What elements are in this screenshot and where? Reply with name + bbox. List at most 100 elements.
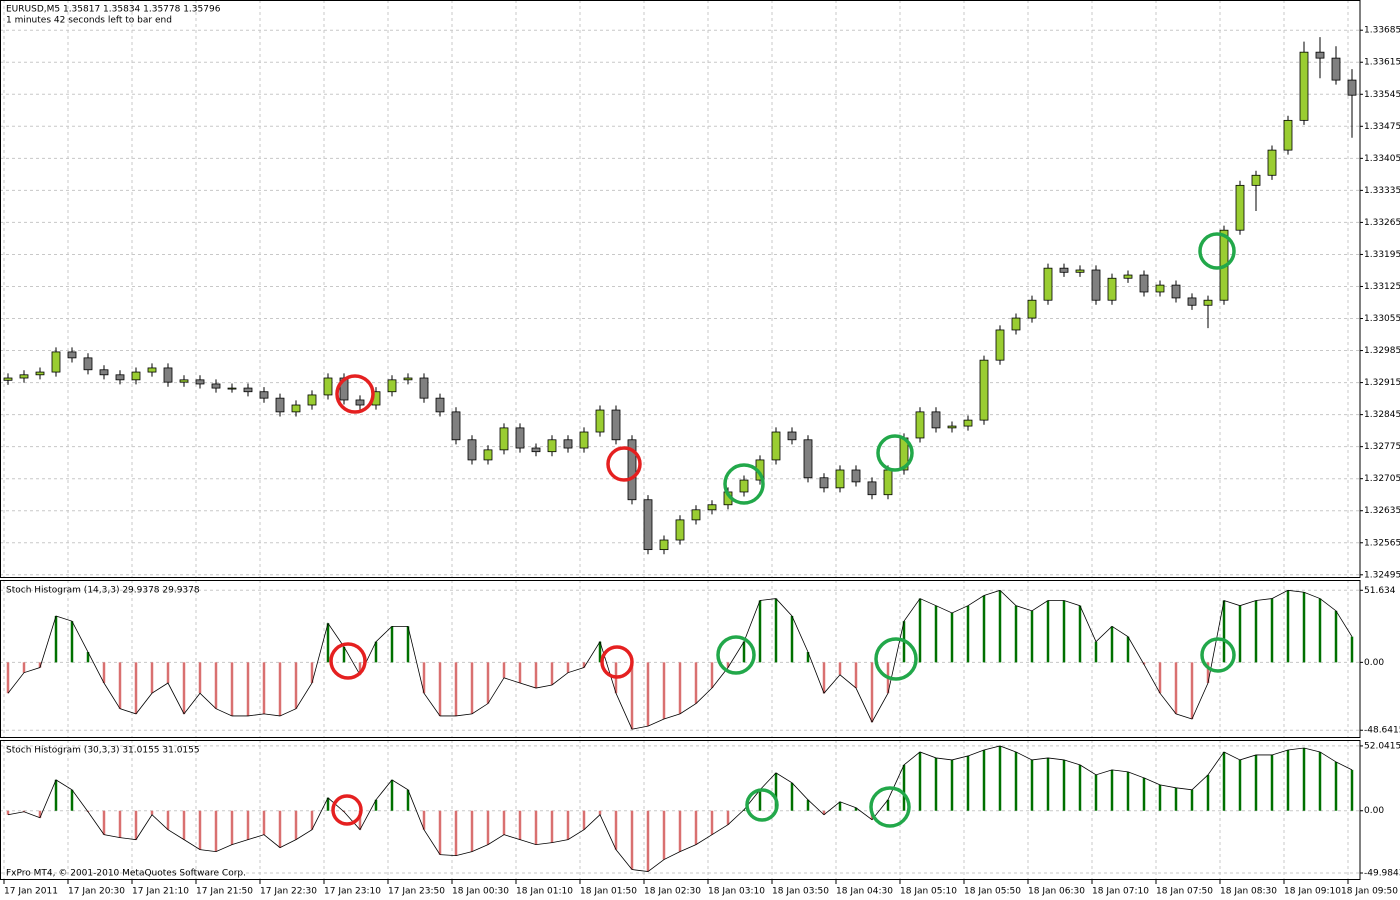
y-tick-label: 0.00: [1364, 806, 1384, 816]
y-tick-label: 1.32775: [1364, 442, 1400, 452]
candle-body: [1299, 51, 1309, 121]
candle-body: [659, 539, 669, 551]
red-circle: [329, 642, 367, 680]
candle-body: [835, 469, 845, 489]
green-circle: [1200, 637, 1236, 673]
x-tick-label: 17 Jan 23:10: [324, 887, 381, 897]
annotation-circles: [329, 232, 1236, 828]
y-tick-label: 1.33335: [1364, 186, 1400, 196]
green-circle: [723, 463, 765, 505]
x-tick-label: 18 Jan 09:10: [1284, 887, 1341, 897]
green-circle: [869, 786, 911, 828]
candle-body: [163, 367, 173, 383]
green-circle: [874, 637, 918, 681]
y-tick-label: 1.33265: [1364, 218, 1400, 228]
green-circle: [1198, 232, 1236, 270]
candle-body: [99, 369, 109, 376]
candle-body: [963, 419, 973, 427]
red-circle: [606, 446, 642, 482]
y-tick-label: 52.0415: [1364, 741, 1400, 751]
candle-body: [771, 431, 781, 461]
candle-body: [179, 379, 189, 383]
candle-body: [499, 427, 509, 451]
candle-body: [195, 379, 205, 385]
y-tick-label: 1.32845: [1364, 410, 1400, 420]
candle-body: [643, 499, 653, 551]
red-circle: [335, 374, 375, 414]
candle-body: [611, 409, 621, 441]
panel-border: [0, 740, 1361, 880]
candle-body: [787, 431, 797, 441]
y-tick-label: 1.33195: [1364, 250, 1400, 260]
candle-body: [739, 479, 749, 493]
panel-border: [0, 580, 1361, 738]
y-tick-label: 1.32705: [1364, 474, 1400, 484]
x-tick-label: 18 Jan 01:50: [580, 887, 637, 897]
x-tick-label: 18 Jan 05:10: [900, 887, 957, 897]
x-tick-label: 17 Jan 23:50: [388, 887, 445, 897]
indicator-title: Stoch Histogram (14,3,3) 29.9378 29.9378: [6, 586, 200, 596]
y-tick-label: 1.32565: [1364, 538, 1400, 548]
x-tick-label: 18 Jan 09:50: [1341, 887, 1398, 897]
x-tick-label: 17 Jan 21:10: [132, 887, 189, 897]
candle-body: [3, 377, 13, 381]
x-tick-label: 18 Jan 08:30: [1220, 887, 1277, 897]
red-circle: [331, 794, 363, 826]
candle-body: [307, 394, 317, 406]
candle-body: [1331, 57, 1341, 81]
candle-body: [227, 387, 237, 390]
candle-body: [291, 404, 301, 413]
candle-body: [323, 377, 333, 396]
y-tick-label: -48.6415: [1364, 726, 1400, 736]
candle-body: [51, 351, 61, 373]
x-tick-label: 18 Jan 05:50: [964, 887, 1021, 897]
candle-body: [1347, 79, 1357, 96]
candle-body: [1283, 119, 1293, 151]
candle-body: [563, 439, 573, 449]
candle-body: [1155, 284, 1165, 293]
candle-body: [1059, 267, 1069, 273]
candle-body: [1043, 267, 1053, 301]
signal-line: [7, 745, 1353, 872]
candle-body: [1203, 299, 1213, 306]
candle-body: [467, 439, 477, 461]
candle-body: [819, 477, 829, 489]
footer: FxPro MT4, © 2001-2010 MetaQuotes Softwa…: [6, 869, 246, 879]
candle-body: [883, 469, 893, 496]
candle-body: [243, 387, 253, 393]
y-tick-label: 51.634: [1364, 586, 1396, 596]
x-tick-label: 17 Jan 22:30: [260, 887, 317, 897]
candle-body: [355, 399, 365, 406]
y-tick-label: 1.33405: [1364, 154, 1400, 164]
candle-body: [1315, 51, 1325, 59]
y-tick-label: -49.9843: [1364, 869, 1400, 879]
candle-body: [915, 411, 925, 439]
candle-body: [1075, 269, 1085, 273]
y-tick-label: 1.32915: [1364, 378, 1400, 388]
candle-body: [1267, 149, 1277, 176]
candle-body: [211, 383, 221, 389]
candle-body: [707, 504, 717, 511]
y-tick-label: 1.32985: [1364, 346, 1400, 356]
candle-body: [851, 469, 861, 483]
candle-body: [1139, 274, 1149, 293]
candle-body: [1171, 284, 1181, 299]
x-tick-label: 17 Jan 2011: [4, 887, 58, 897]
y-tick-label: 1.32635: [1364, 506, 1400, 516]
candle-body: [1091, 269, 1101, 301]
green-circle: [876, 434, 914, 472]
y-tick-label: 1.33475: [1364, 122, 1400, 132]
candle-body: [1027, 299, 1037, 319]
candle-body: [387, 379, 397, 393]
green-circle: [716, 635, 756, 675]
candle-body: [595, 409, 605, 433]
candle-body: [947, 425, 957, 429]
candle-body: [67, 351, 77, 359]
x-tick-label: 18 Jan 00:30: [452, 887, 509, 897]
x-tick-label: 18 Jan 02:30: [644, 887, 701, 897]
candle-body: [675, 519, 685, 541]
y-tick-label: 1.33125: [1364, 282, 1400, 292]
x-tick-label: 18 Jan 03:50: [772, 887, 829, 897]
candle-body: [275, 397, 285, 413]
